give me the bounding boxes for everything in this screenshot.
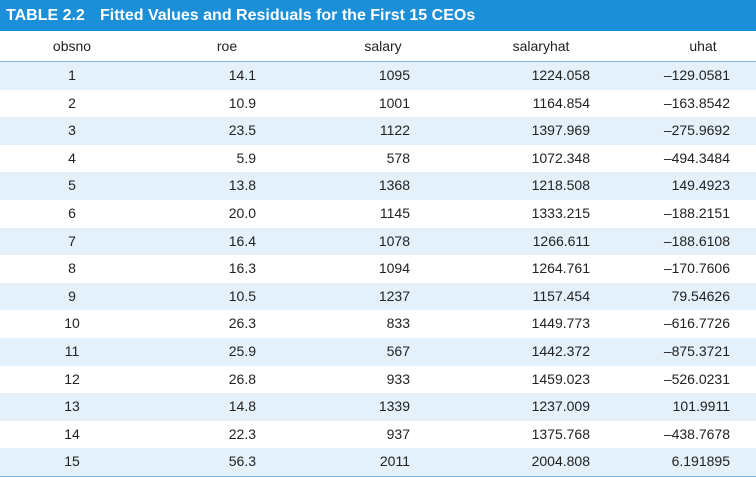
table-cell: 10.5 xyxy=(228,287,256,304)
table-row xyxy=(0,227,756,256)
table-cell: 16.3 xyxy=(228,260,256,277)
table-row xyxy=(0,62,756,90)
column-header: salary xyxy=(364,38,402,54)
column-header: obsno xyxy=(52,38,92,54)
table-cell: 56.3 xyxy=(228,453,256,470)
table-cell: 12 xyxy=(64,370,80,387)
table-cell: 101.9911 xyxy=(672,398,730,415)
table-cell: 1442.372 xyxy=(531,343,590,359)
table-cell: 14.8 xyxy=(228,398,256,415)
table-cell: 5.9 xyxy=(236,149,256,166)
table-row xyxy=(0,393,756,421)
table-cell: 578 xyxy=(386,149,410,166)
table-label: TABLE 2.2 xyxy=(6,7,85,24)
table-cell: 5 xyxy=(68,177,76,194)
table-title: Fitted Values and Residuals for the Firs… xyxy=(100,7,476,24)
table-cell: 3 xyxy=(68,122,76,139)
table-cell: 10 xyxy=(64,315,80,332)
table-cell: 8 xyxy=(68,260,76,277)
table-cell: 6.191895 xyxy=(671,453,730,470)
table-cell: –163.8542 xyxy=(663,94,730,111)
table-cell: 13.8 xyxy=(228,177,256,194)
table-cell: 1459.023 xyxy=(531,370,590,387)
table-row xyxy=(0,282,756,311)
table-row xyxy=(0,117,756,145)
table-cell: 23.5 xyxy=(228,122,256,139)
table-cell: 14 xyxy=(64,425,80,442)
table-cell: 1339 xyxy=(378,398,410,415)
table-cell: –170.7606 xyxy=(663,260,730,277)
table-cell: 1122 xyxy=(379,122,410,139)
table-cell: 25.9 xyxy=(228,343,256,359)
table-cell: –129.0581 xyxy=(663,67,730,83)
table-cell: 1449.773 xyxy=(531,315,590,332)
table-cell: 1368 xyxy=(378,177,410,194)
table-cell: –526.0231 xyxy=(663,370,730,387)
table-cell: 11 xyxy=(64,343,80,359)
table-cell: 1218.508 xyxy=(531,177,590,194)
table-cell: –875.3721 xyxy=(663,343,730,359)
table-cell: 20.0 xyxy=(228,205,256,221)
table-cell: 9 xyxy=(68,287,76,304)
table-cell: 567 xyxy=(386,343,410,359)
table-cell: 1094 xyxy=(378,260,410,277)
table-cell: 1072.348 xyxy=(531,149,590,166)
table-row xyxy=(0,172,756,200)
table-cell: 1237.009 xyxy=(531,398,590,415)
table-cell: 13 xyxy=(64,398,80,415)
table-cell: 937 xyxy=(386,425,410,442)
table-cell: 833 xyxy=(386,315,410,332)
table-cell: 4 xyxy=(68,149,76,166)
table-row xyxy=(0,338,756,366)
table-cell: 14.1 xyxy=(228,67,256,83)
table-cell: 2011 xyxy=(379,453,410,470)
header-rule xyxy=(0,61,756,62)
table-cell: 1224.058 xyxy=(531,67,590,83)
table-cell: 1095 xyxy=(378,67,410,83)
table-cell: –494.3484 xyxy=(663,149,730,166)
table-cell: 2 xyxy=(68,94,76,111)
table-cell: 26.8 xyxy=(228,370,256,387)
table-cell: 15 xyxy=(64,453,80,470)
table-cell: 6 xyxy=(68,205,76,221)
table-cell: 10.9 xyxy=(228,94,256,111)
table-cell: 1145 xyxy=(379,205,410,221)
table-cell: 79.54626 xyxy=(671,287,730,304)
table-cell: 1078 xyxy=(378,232,410,249)
table-row xyxy=(0,448,756,476)
table-cell: 22.3 xyxy=(228,425,256,442)
table-cell: 1157.454 xyxy=(532,287,590,304)
table-cell: 149.4923 xyxy=(671,177,730,194)
table-cell: 26.3 xyxy=(228,315,256,332)
column-header: salaryhat xyxy=(512,38,570,54)
table-cell: –616.7726 xyxy=(663,315,730,332)
table-cell: 16.4 xyxy=(228,232,256,249)
column-header: uhat xyxy=(689,38,717,54)
table-cell: 2004.808 xyxy=(531,453,590,470)
table-cell: –188.2151 xyxy=(663,205,730,221)
table-cell: 1266.611 xyxy=(532,232,590,249)
table-cell: 1375.768 xyxy=(531,425,590,442)
table-cell: –188.6108 xyxy=(663,232,730,249)
table-cell: 7 xyxy=(68,232,76,249)
table-cell: 933 xyxy=(386,370,410,387)
table-cell: 1333.215 xyxy=(531,205,590,221)
table-cell: 1397.969 xyxy=(531,122,590,139)
table-cell: 1001 xyxy=(378,94,410,111)
title-bar: TABLE 2.2 Fitted Values and Residuals fo… xyxy=(0,0,756,31)
table-cell: 1 xyxy=(68,67,76,83)
table-cell: –275.9692 xyxy=(663,122,730,139)
column-header: roe xyxy=(216,38,238,54)
table-cell: –438.7678 xyxy=(663,425,730,442)
table-cell: 1164.854 xyxy=(532,94,590,111)
table-cell: 1264.761 xyxy=(531,260,590,277)
table-cell: 1237 xyxy=(378,287,410,304)
